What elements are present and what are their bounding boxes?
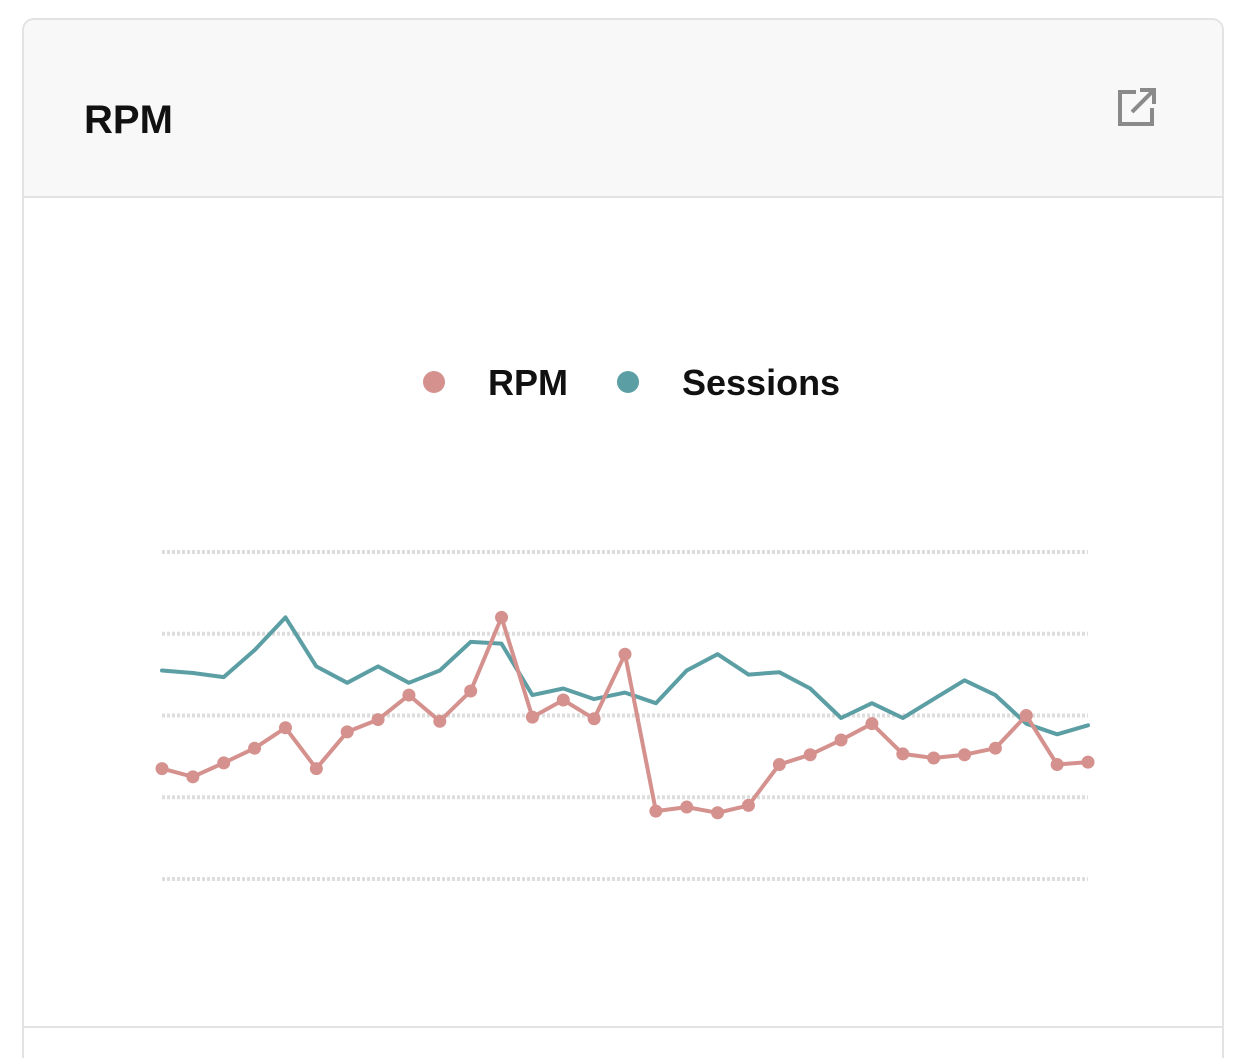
card-title: RPM: [84, 98, 173, 142]
data-point-rpm-8[interactable]: [371, 713, 385, 727]
data-point-rpm-3[interactable]: [217, 756, 231, 770]
card-header: RPM: [24, 20, 1222, 198]
data-point-rpm-12[interactable]: [495, 610, 509, 624]
card-footer-divider: [24, 1026, 1222, 1028]
data-point-rpm-28[interactable]: [988, 741, 1002, 755]
data-point-rpm-29[interactable]: [1019, 709, 1033, 722]
data-point-rpm-20[interactable]: [741, 798, 755, 812]
data-point-rpm-23[interactable]: [834, 733, 848, 747]
data-point-rpm-17[interactable]: [649, 804, 663, 818]
data-point-rpm-15[interactable]: [587, 712, 601, 726]
legend-marker-sessions: [617, 371, 639, 393]
data-point-rpm-26[interactable]: [927, 751, 941, 765]
data-point-rpm-21[interactable]: [772, 758, 786, 772]
legend-marker-rpm: [423, 371, 445, 393]
series-sessions: [160, 615, 1090, 737]
data-point-rpm-31[interactable]: [1081, 755, 1095, 769]
line-chart: RPM Sessions: [155, 362, 1095, 881]
rpm-card: RPM RPM Sessions: [22, 18, 1224, 1058]
chart-series: [155, 610, 1095, 820]
data-point-rpm-2[interactable]: [186, 770, 200, 784]
chart-grid: [162, 550, 1088, 881]
chart-legend: RPM Sessions: [423, 362, 840, 403]
series-line-sessions: [160, 615, 1090, 737]
data-point-rpm-16[interactable]: [618, 647, 632, 661]
data-point-rpm-14[interactable]: [556, 693, 570, 707]
series-rpm: [155, 610, 1095, 820]
data-point-rpm-1[interactable]: [155, 762, 169, 776]
legend-label-sessions: Sessions: [682, 362, 840, 403]
data-point-rpm-25[interactable]: [896, 747, 910, 761]
legend-label-rpm: RPM: [488, 362, 568, 403]
data-point-rpm-30[interactable]: [1050, 758, 1064, 772]
open-in-new-icon[interactable]: [1114, 86, 1158, 130]
legend-item-sessions[interactable]: Sessions: [617, 362, 840, 403]
data-point-rpm-9[interactable]: [402, 688, 416, 702]
data-point-rpm-24[interactable]: [865, 717, 879, 731]
legend-item-rpm[interactable]: RPM: [423, 362, 568, 403]
data-point-rpm-6[interactable]: [309, 762, 323, 776]
data-point-rpm-27[interactable]: [958, 748, 972, 762]
data-point-rpm-22[interactable]: [803, 748, 817, 762]
data-point-rpm-13[interactable]: [525, 710, 539, 724]
chart-area: RPM Sessions: [24, 198, 1222, 1026]
data-point-rpm-5[interactable]: [278, 721, 292, 735]
data-point-rpm-10[interactable]: [433, 714, 447, 728]
data-point-rpm-19[interactable]: [711, 806, 725, 820]
data-point-rpm-4[interactable]: [248, 741, 262, 755]
data-point-rpm-18[interactable]: [680, 800, 694, 814]
data-point-rpm-11[interactable]: [464, 684, 478, 698]
data-point-rpm-7[interactable]: [340, 725, 354, 739]
